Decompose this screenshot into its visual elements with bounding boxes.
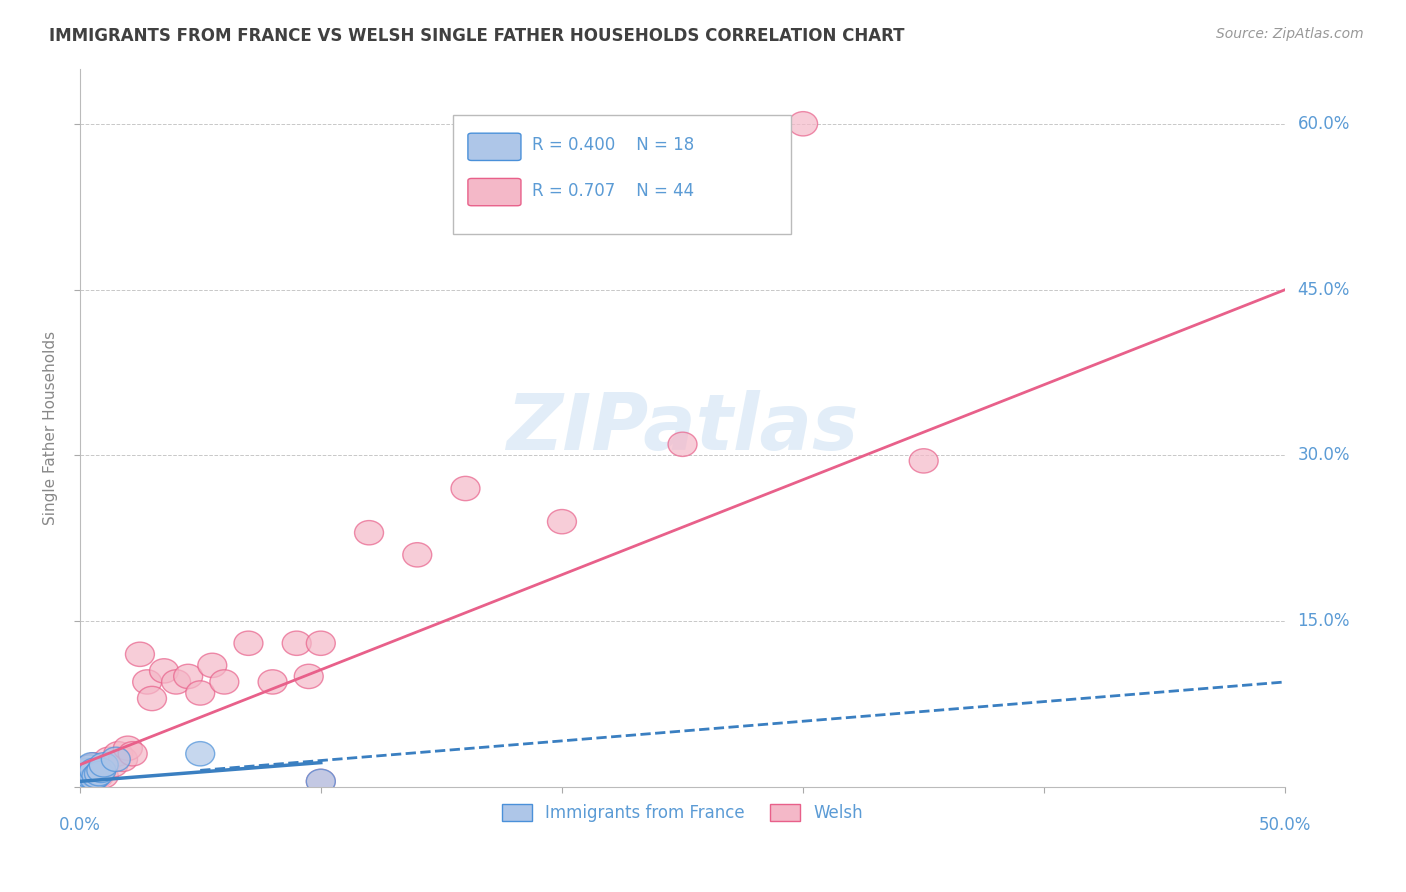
Ellipse shape — [94, 747, 124, 772]
Ellipse shape — [354, 521, 384, 545]
Ellipse shape — [77, 753, 107, 777]
Ellipse shape — [73, 767, 101, 791]
Ellipse shape — [82, 762, 111, 786]
Ellipse shape — [104, 741, 132, 766]
Ellipse shape — [84, 764, 114, 788]
Ellipse shape — [118, 741, 148, 766]
Ellipse shape — [70, 758, 98, 782]
Ellipse shape — [73, 758, 101, 782]
Ellipse shape — [80, 758, 108, 782]
Ellipse shape — [90, 764, 118, 788]
Ellipse shape — [138, 686, 166, 711]
Ellipse shape — [402, 542, 432, 567]
Ellipse shape — [87, 758, 115, 782]
FancyBboxPatch shape — [454, 115, 792, 234]
Ellipse shape — [668, 432, 697, 457]
Ellipse shape — [84, 762, 114, 786]
Text: R = 0.707    N = 44: R = 0.707 N = 44 — [531, 182, 695, 200]
FancyBboxPatch shape — [468, 133, 522, 161]
Y-axis label: Single Father Households: Single Father Households — [44, 331, 58, 524]
Ellipse shape — [198, 653, 226, 678]
Ellipse shape — [114, 736, 142, 760]
Ellipse shape — [75, 755, 104, 780]
Ellipse shape — [294, 665, 323, 689]
Ellipse shape — [75, 764, 104, 788]
Ellipse shape — [77, 766, 107, 790]
Ellipse shape — [67, 769, 97, 794]
Ellipse shape — [101, 747, 131, 772]
Ellipse shape — [910, 449, 938, 473]
Ellipse shape — [174, 665, 202, 689]
Ellipse shape — [70, 766, 98, 790]
Ellipse shape — [307, 631, 335, 656]
Ellipse shape — [108, 747, 138, 772]
Ellipse shape — [90, 753, 118, 777]
Ellipse shape — [70, 766, 98, 790]
Ellipse shape — [70, 762, 98, 786]
Text: IMMIGRANTS FROM FRANCE VS WELSH SINGLE FATHER HOUSEHOLDS CORRELATION CHART: IMMIGRANTS FROM FRANCE VS WELSH SINGLE F… — [49, 27, 904, 45]
Text: Source: ZipAtlas.com: Source: ZipAtlas.com — [1216, 27, 1364, 41]
Ellipse shape — [82, 764, 111, 788]
Text: 45.0%: 45.0% — [1298, 281, 1350, 299]
Ellipse shape — [77, 758, 107, 782]
Ellipse shape — [77, 762, 107, 786]
Text: ZIPatlas: ZIPatlas — [506, 390, 859, 466]
Ellipse shape — [789, 112, 817, 136]
Ellipse shape — [67, 764, 97, 788]
Ellipse shape — [80, 766, 108, 790]
Ellipse shape — [67, 769, 97, 794]
Ellipse shape — [307, 769, 335, 794]
Ellipse shape — [75, 764, 104, 788]
Ellipse shape — [186, 741, 215, 766]
Ellipse shape — [125, 642, 155, 666]
Ellipse shape — [80, 753, 108, 777]
Ellipse shape — [75, 755, 104, 780]
Ellipse shape — [186, 681, 215, 706]
FancyBboxPatch shape — [468, 178, 522, 206]
Legend: Immigrants from France, Welsh: Immigrants from France, Welsh — [495, 797, 870, 829]
Text: 0.0%: 0.0% — [59, 815, 101, 834]
Ellipse shape — [73, 762, 101, 786]
Ellipse shape — [132, 670, 162, 694]
Ellipse shape — [98, 753, 128, 777]
Ellipse shape — [547, 509, 576, 533]
Ellipse shape — [209, 670, 239, 694]
Ellipse shape — [87, 758, 115, 782]
Text: 60.0%: 60.0% — [1298, 115, 1350, 133]
Ellipse shape — [259, 670, 287, 694]
Text: 50.0%: 50.0% — [1260, 815, 1312, 834]
Ellipse shape — [162, 670, 191, 694]
Ellipse shape — [307, 769, 335, 794]
Ellipse shape — [233, 631, 263, 656]
Ellipse shape — [80, 764, 108, 788]
Text: 15.0%: 15.0% — [1298, 612, 1350, 630]
Ellipse shape — [283, 631, 311, 656]
Text: R = 0.400    N = 18: R = 0.400 N = 18 — [531, 136, 695, 153]
Ellipse shape — [451, 476, 479, 500]
Text: 30.0%: 30.0% — [1298, 446, 1350, 465]
Ellipse shape — [73, 769, 101, 794]
Ellipse shape — [149, 658, 179, 683]
